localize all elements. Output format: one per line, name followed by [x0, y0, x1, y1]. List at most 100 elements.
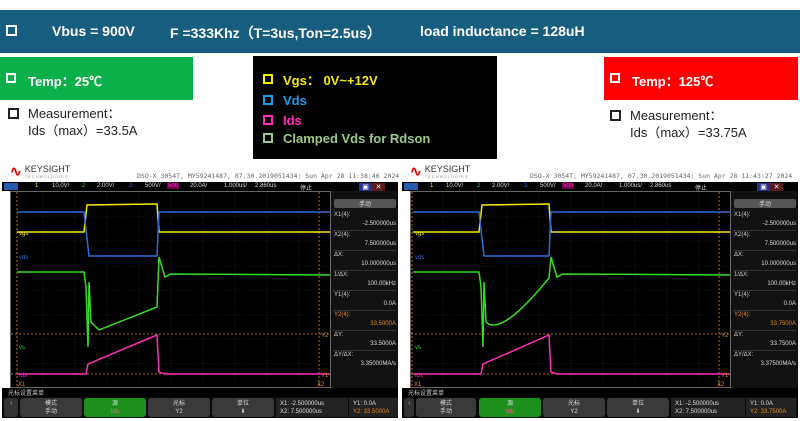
cursor-mode[interactable]: 手动 — [334, 199, 396, 208]
cursor-mode[interactable]: 手动 — [734, 199, 796, 208]
source-softkey[interactable]: 源 Ids — [479, 398, 541, 417]
mode-softkey[interactable]: 模式 手动 — [416, 398, 476, 417]
svg-text:Y1: Y1 — [721, 373, 729, 379]
x1-value: -2.500000us — [762, 221, 796, 227]
ch4-indicator[interactable]: 500 — [562, 183, 575, 189]
delay: 2.860us — [650, 183, 672, 189]
source-softkey[interactable]: 源 Ids — [84, 398, 146, 417]
measurement-value: Ids（max）=33.75A — [630, 125, 747, 140]
close-icon[interactable]: ✕ — [372, 183, 385, 192]
checkbox-icon — [6, 73, 16, 83]
square-icon — [263, 133, 273, 143]
ch1-scale: 10.0V/ — [446, 183, 464, 189]
menu-title: 光标设置菜单 — [2, 388, 398, 397]
dx-value: 10.000000us — [761, 261, 796, 267]
window-buttons: ▣ ✕ — [757, 183, 783, 192]
measurement-label: Measurement： — [630, 108, 723, 123]
menu-icon[interactable] — [4, 183, 18, 190]
oscilloscope-125c: ∿ KEYSIGHT TECHNOLOGIES DSO-X 3054T, MY59… — [402, 160, 798, 418]
minimize-icon[interactable]: ▣ — [757, 183, 770, 192]
ch4-indicator[interactable]: 500 — [167, 183, 180, 189]
softkey-bar: ↑ 模式 手动 源 Ids 光标 Y2 单位 ⬇ X1: -2.500000us X2: … — [2, 397, 398, 418]
run-status: 停止 — [300, 186, 313, 192]
svg-text:vds: vds — [415, 255, 424, 261]
header-bar: Vbus = 900V F =333Khz（T=3us,Ton=2.5us） l… — [0, 10, 800, 53]
temp-label: Temp：125℃ — [632, 74, 714, 89]
svg-text:vgs: vgs — [415, 231, 424, 237]
dydx-value: 3.37500MA/s — [760, 361, 796, 367]
temp-box-25c: Temp：25℃ — [0, 57, 193, 100]
legend-vds: Vds — [263, 92, 307, 108]
legend-clamped-vds: Clamped Vds for Rdson — [263, 130, 430, 146]
channel-bar: 1 10.0V/ 2 2.00V/ 3 500V/ 500 20.0A/ 1.0… — [402, 182, 798, 192]
legend-ids: Ids — [263, 112, 302, 128]
temp-label: Temp：25℃ — [28, 74, 103, 89]
waveform-plot: vgs vds vs Ids X1 X2 Y2 Y1 — [11, 192, 330, 388]
dy-value: 33.7500A — [770, 341, 796, 347]
svg-text:Y2: Y2 — [721, 333, 729, 339]
menu-title: 光标设置菜单 — [402, 388, 798, 397]
oscilloscope-25c: ∿ KEYSIGHT TECHNOLOGIES DSO-X 3054T, MY59… — [2, 160, 399, 418]
svg-text:Ids: Ids — [19, 373, 27, 379]
ch2-indicator[interactable]: 2 — [477, 183, 481, 189]
svg-text:Ids: Ids — [415, 373, 423, 379]
svg-text:X1: X1 — [414, 382, 422, 388]
x-readout: X1: -2.500000us X2: 7.500000us — [671, 398, 745, 417]
svg-text:vs: vs — [415, 345, 421, 351]
inv-dx-value: 100.00kHz — [767, 281, 796, 287]
keysight-logo: ∿ KEYSIGHT TECHNOLOGIES — [10, 163, 71, 179]
x2-value: 7.500000us — [764, 241, 796, 247]
x-readout: X1: -2.500000us X2: 7.500000us — [276, 398, 348, 417]
close-icon[interactable]: ✕ — [770, 183, 783, 192]
mode-softkey[interactable]: 模式 手动 — [20, 398, 82, 417]
svg-text:Y1: Y1 — [321, 373, 329, 379]
y1-value: 0.0A — [783, 301, 796, 307]
minimize-icon[interactable]: ▣ — [359, 183, 372, 192]
ch3-indicator[interactable]: 3 — [524, 183, 528, 189]
dydx-value: 3.35000MA/s — [360, 361, 396, 367]
temp-box-125c: Temp：125℃ — [604, 57, 798, 100]
channel-bar: 1 10.0V/ 2 2.00V/ 3 500V/ 500 20.0A/ 1.0… — [2, 182, 398, 192]
svg-text:vs: vs — [19, 345, 25, 351]
ch1-indicator[interactable]: 1 — [430, 183, 434, 189]
measurement-value: Ids（max）=33.5A — [28, 123, 138, 138]
back-arrow-icon[interactable]: ↑ — [404, 398, 414, 417]
y2-value: 33.7500A — [770, 321, 796, 327]
run-status: 停止 — [695, 186, 708, 192]
ch3-indicator[interactable]: 3 — [129, 183, 133, 189]
ch1-indicator[interactable]: 1 — [35, 183, 39, 189]
svg-text:X2: X2 — [317, 382, 325, 388]
checkbox-icon — [610, 73, 620, 83]
x2-value: 7.500000us — [364, 241, 396, 247]
y-readout: Y1: 0.0A Y2: 33.5000A — [349, 398, 398, 417]
cursor-softkey[interactable]: 光标 Y2 — [543, 398, 605, 417]
ch2-indicator[interactable]: 2 — [82, 183, 86, 189]
checkbox-icon — [6, 25, 17, 36]
ch4-scale: 20.0A/ — [585, 183, 603, 189]
inv-dx-value: 100.00kHz — [367, 281, 396, 287]
keysight-logo: ∿ KEYSIGHT TECHNOLOGIES — [410, 163, 471, 179]
svg-text:vds: vds — [19, 255, 28, 261]
menu-icon[interactable] — [404, 183, 418, 190]
ch3-scale: 500V/ — [145, 183, 161, 189]
dx-value: 10.000000us — [361, 261, 396, 267]
units-softkey[interactable]: 单位 ⬇ — [212, 398, 274, 417]
ch4-scale: 20.0A/ — [190, 183, 208, 189]
square-icon — [263, 95, 273, 105]
svg-text:X2: X2 — [717, 382, 725, 388]
legend-vgs: Vgs： 0V~+12V — [263, 71, 378, 88]
waveform-display[interactable]: vgs vds vs Ids X1 X2 Y2 Y1 — [410, 191, 731, 388]
square-icon — [263, 74, 273, 84]
measurement-label: Measurement： — [28, 106, 121, 121]
checkbox-icon — [610, 110, 621, 121]
back-arrow-icon[interactable]: ↑ — [4, 398, 18, 417]
arrow-down-icon: ⬇ — [635, 409, 641, 415]
timebase: 1.000us/ — [619, 183, 643, 189]
cursor-softkey[interactable]: 光标 Y2 — [148, 398, 210, 417]
units-softkey[interactable]: 单位 ⬇ — [607, 398, 669, 417]
ch3-scale: 500V/ — [540, 183, 556, 189]
cursor-panel: 手动 X1(4): -2.500000us X2(4): 7.500000us ΔX… — [331, 191, 398, 388]
ch1-scale: 10.0V/ — [52, 183, 70, 189]
ch2-scale: 2.00V/ — [97, 183, 115, 189]
waveform-display[interactable]: vgs vds vs Ids X1 X2 Y2 Y1 — [10, 191, 331, 388]
